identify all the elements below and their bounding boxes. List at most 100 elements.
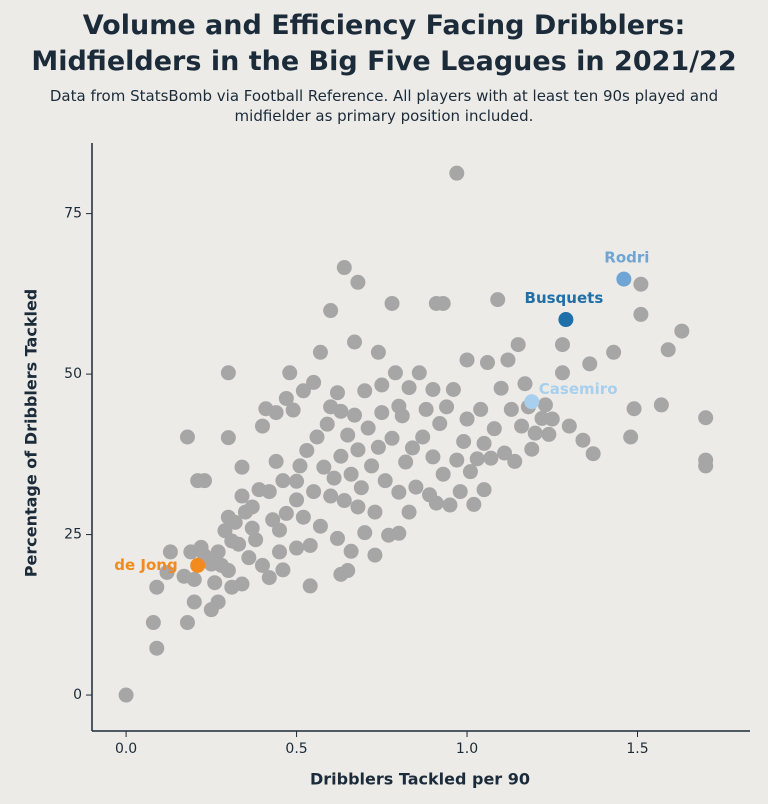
- point: [418, 401, 434, 417]
- y-tick-label: 25: [64, 527, 82, 543]
- point: [234, 576, 250, 592]
- point: [285, 402, 301, 418]
- x-axis-title: Dribblers Tackled per 90: [310, 770, 530, 789]
- point: [289, 492, 305, 508]
- point: [306, 484, 322, 500]
- point: [220, 430, 236, 446]
- point: [347, 407, 363, 423]
- point: [537, 397, 553, 413]
- point: [323, 303, 339, 319]
- point: [207, 575, 223, 591]
- point: [347, 334, 363, 350]
- point: [295, 383, 311, 399]
- point: [254, 557, 270, 573]
- point: [554, 365, 570, 381]
- point: [633, 276, 649, 292]
- point: [186, 594, 202, 610]
- point: [384, 295, 400, 311]
- point: [244, 499, 260, 515]
- point: [329, 530, 345, 546]
- point: [261, 570, 277, 586]
- point: [459, 352, 475, 368]
- point-label: de Jong: [114, 556, 177, 574]
- point: [333, 403, 349, 419]
- point: [360, 420, 376, 436]
- point: [336, 493, 352, 509]
- point: [316, 459, 332, 475]
- x-tick-label: 1.5: [626, 741, 648, 757]
- point: [524, 441, 540, 457]
- point: [606, 344, 622, 360]
- point: [462, 464, 478, 480]
- point: [476, 482, 492, 498]
- point: [398, 454, 414, 470]
- point: [319, 416, 335, 432]
- point: [623, 429, 639, 445]
- point: [466, 496, 482, 512]
- point: [558, 312, 574, 328]
- point: [459, 411, 475, 427]
- point: [357, 383, 373, 399]
- point: [197, 473, 213, 489]
- point: [278, 505, 294, 521]
- point: [616, 271, 632, 287]
- point: [517, 376, 533, 392]
- point: [698, 458, 714, 474]
- point: [500, 352, 516, 368]
- point: [282, 365, 298, 381]
- point: [541, 426, 557, 442]
- point: [275, 562, 291, 578]
- point: [514, 418, 530, 434]
- point: [585, 446, 601, 462]
- point: [289, 540, 305, 556]
- point: [357, 525, 373, 541]
- point: [179, 615, 195, 631]
- point: [268, 405, 284, 421]
- point: [449, 452, 465, 468]
- point: [445, 381, 461, 397]
- point: [473, 401, 489, 417]
- point: [302, 537, 318, 553]
- point: [582, 356, 598, 372]
- point: [367, 547, 383, 563]
- point: [292, 458, 308, 474]
- point: [384, 430, 400, 446]
- point: [272, 544, 288, 560]
- point: [312, 518, 328, 534]
- point-label: Busquets: [525, 289, 604, 307]
- point: [698, 410, 714, 426]
- point: [254, 418, 270, 434]
- point-label: Rodri: [604, 249, 649, 267]
- point: [234, 488, 250, 504]
- point: [653, 397, 669, 413]
- point: [486, 421, 502, 437]
- point: [442, 497, 458, 513]
- point: [261, 484, 277, 500]
- point: [391, 398, 407, 414]
- point: [374, 405, 390, 421]
- y-axis-title: Percentage of Dribblers Tackled: [22, 289, 41, 577]
- chart-title: Volume and Efficiency Facing Dribblers: …: [31, 10, 737, 77]
- point: [387, 365, 403, 381]
- point: [244, 520, 260, 536]
- point: [340, 427, 356, 443]
- point: [411, 365, 427, 381]
- point: [326, 470, 342, 486]
- point: [241, 550, 257, 566]
- point: [425, 381, 441, 397]
- point: [289, 473, 305, 489]
- point: [674, 323, 690, 339]
- point: [268, 453, 284, 469]
- point: [483, 450, 499, 466]
- point: [162, 544, 178, 560]
- point: [227, 514, 243, 530]
- point: [145, 615, 161, 631]
- point: [507, 453, 523, 469]
- point: [660, 342, 676, 358]
- point: [370, 439, 386, 455]
- point: [370, 344, 386, 360]
- point: [425, 449, 441, 465]
- point: [333, 448, 349, 464]
- point: [220, 365, 236, 381]
